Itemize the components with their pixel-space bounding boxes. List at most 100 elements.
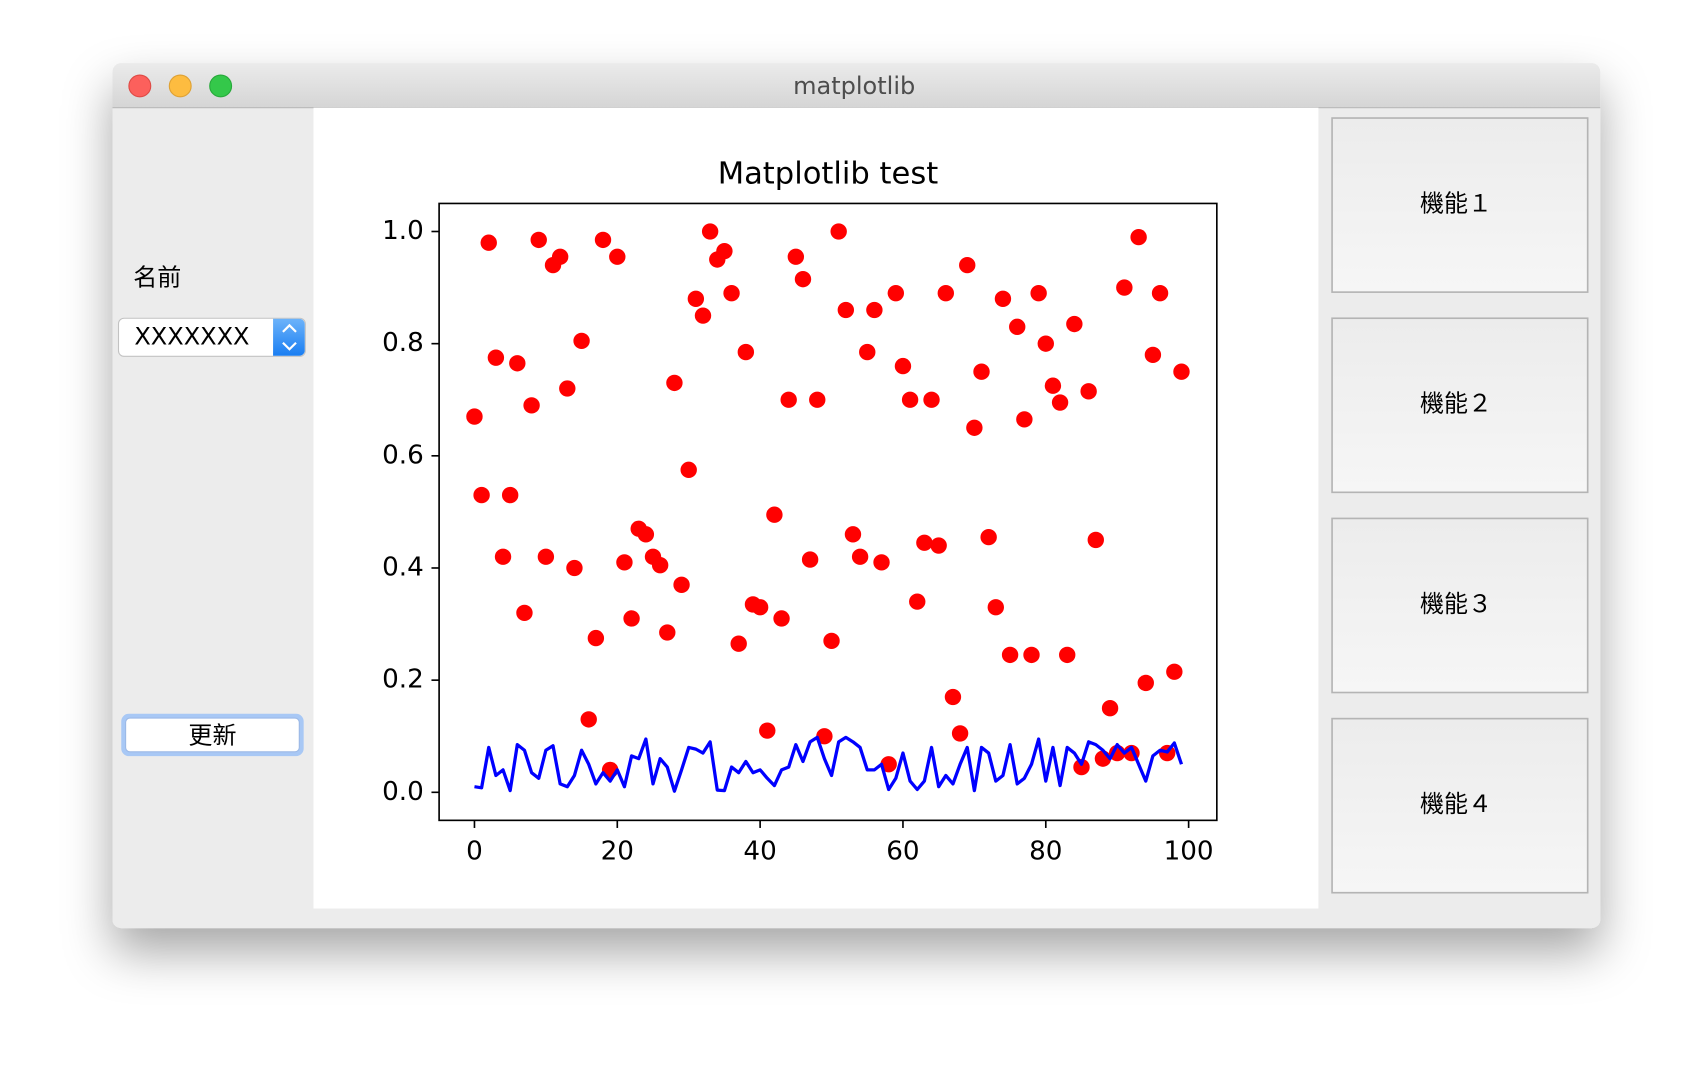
function-button[interactable]: 機能３: [1331, 517, 1589, 694]
scatter-point: [701, 223, 719, 240]
function-button-label: 機能４: [1420, 790, 1492, 818]
scatter-point: [1073, 758, 1090, 776]
y-tick-label: 0.8: [382, 328, 424, 358]
scatter-point: [1037, 335, 1054, 352]
scatter-point: [966, 419, 983, 436]
axes-frame: [438, 202, 1218, 822]
scatter-point: [1009, 318, 1026, 335]
scatter-point: [516, 604, 533, 622]
x-tick-label: 20: [601, 836, 634, 866]
scatter-point: [1023, 646, 1040, 664]
scatter-point: [859, 343, 876, 361]
scatter-point: [916, 534, 933, 551]
function-button[interactable]: 機能４: [1331, 717, 1589, 894]
scatter-point: [566, 559, 583, 577]
scatter-point: [616, 554, 633, 571]
x-tick-label: 80: [1029, 836, 1062, 866]
scatter-point: [823, 632, 840, 650]
scatter-point: [680, 461, 697, 479]
scatter-point: [1080, 383, 1097, 400]
scatter-point: [1101, 700, 1119, 717]
scatter-point: [887, 285, 905, 302]
scatter-point: [1059, 646, 1076, 664]
scatter-point: [1016, 411, 1033, 428]
scatter-point: [1001, 646, 1019, 664]
scatter-point: [1066, 315, 1083, 333]
scatter-point: [501, 486, 519, 504]
scatter-point: [837, 301, 855, 319]
scatter-point: [1137, 674, 1154, 692]
y-tick-label: 0.4: [382, 553, 424, 583]
combo-value: XXXXXXX: [134, 322, 249, 350]
scatter-point: [930, 537, 947, 554]
scatter-point: [801, 551, 819, 568]
function-buttons: 機能１ 機能２ 機能３ 機能４: [1331, 117, 1589, 894]
scatter-point: [730, 635, 747, 652]
chart-title: Matplotlib test: [718, 157, 939, 192]
x-tick-label: 60: [886, 836, 919, 866]
scatter-point: [523, 397, 540, 414]
name-label: 名前: [133, 264, 181, 292]
window: matplotlib 名前 XXXXXXX 更新 Matplotlib test…: [112, 63, 1601, 929]
scatter-point: [1173, 363, 1190, 380]
combo-box[interactable]: XXXXXXX: [117, 317, 306, 357]
function-button[interactable]: 機能２: [1331, 317, 1589, 494]
scatter-point: [1116, 279, 1133, 296]
scatter-point: [694, 307, 712, 324]
scatter-point: [987, 599, 1004, 616]
scatter-point: [466, 408, 483, 425]
scatter-point: [573, 332, 590, 350]
update-button[interactable]: 更新: [121, 713, 304, 757]
x-tick-label: 0: [466, 836, 483, 866]
scatter-point: [609, 248, 626, 265]
scatter-point: [537, 548, 555, 565]
scatter-point: [1044, 377, 1062, 394]
scatter-point: [794, 271, 812, 288]
scatter-point: [844, 526, 862, 543]
scatter-point: [937, 285, 954, 302]
function-button[interactable]: 機能１: [1331, 117, 1589, 293]
update-button-label: 更新: [188, 722, 236, 750]
scatter-point: [973, 363, 990, 380]
scatter-point: [1151, 285, 1169, 302]
scatter-point: [487, 349, 505, 366]
scatter-point: [587, 629, 605, 647]
close-button[interactable]: [128, 74, 152, 98]
y-tick-label: 0.2: [382, 665, 424, 695]
title-bar: [112, 63, 1601, 108]
scatter-point: [480, 234, 497, 251]
window-title: matplotlib: [793, 72, 915, 100]
scatter-point: [1144, 346, 1162, 364]
scatter-point: [673, 576, 690, 593]
scatter-point: [1130, 228, 1147, 246]
scatter-point: [766, 506, 783, 523]
scatter-point: [780, 391, 797, 408]
scatter-point: [866, 301, 883, 319]
scatter-point: [651, 557, 669, 574]
scatter-point: [880, 756, 897, 773]
scatter-point: [1087, 531, 1104, 549]
scatter-point: [666, 374, 683, 392]
scatter-point: [494, 548, 512, 565]
scatter-point: [623, 610, 640, 627]
scatter-point: [901, 391, 919, 408]
scatter-point: [909, 593, 926, 610]
scatter-point: [1051, 394, 1069, 411]
zoom-button[interactable]: [209, 74, 233, 98]
scatter-point: [637, 526, 655, 543]
scatter-point: [951, 725, 969, 742]
function-button-face: [1331, 517, 1589, 694]
scatter-point: [894, 357, 912, 375]
y-tick-label: 1.0: [382, 216, 424, 246]
scatter-point: [1166, 663, 1183, 680]
minimize-button[interactable]: [168, 74, 192, 98]
scatter-point: [687, 290, 705, 307]
x-tick-label: 40: [743, 836, 776, 866]
scatter-point: [809, 391, 826, 408]
scatter-point: [959, 256, 976, 274]
scatter-point: [994, 290, 1012, 307]
scatter-point: [1030, 285, 1047, 302]
scatter-point: [980, 528, 997, 546]
